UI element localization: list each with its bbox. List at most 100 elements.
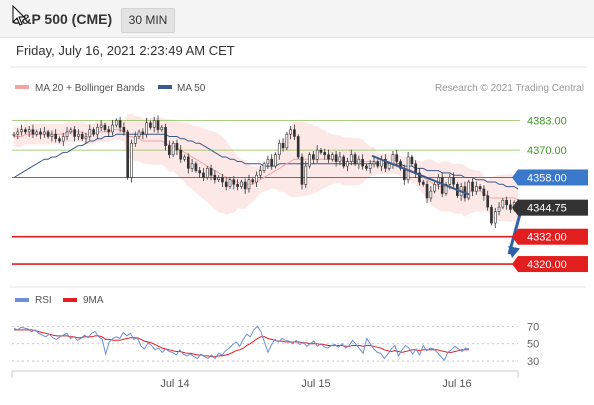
ma20-legend-swatch: [15, 85, 29, 89]
candle: [61, 132, 65, 147]
candle: [266, 155, 270, 169]
candle: [12, 131, 16, 138]
candle: [365, 163, 368, 171]
price-levels: [12, 120, 520, 265]
candle: [368, 160, 372, 174]
candle: [330, 152, 334, 162]
candle: [243, 178, 247, 194]
candle: [323, 148, 327, 160]
level-label-2: 4358.00: [527, 172, 567, 184]
candle: [194, 161, 198, 173]
candle: [353, 152, 357, 167]
candle: [421, 179, 425, 187]
level-label-tip-3: [512, 199, 518, 216]
timeframe-button[interactable]: 30 MIN: [121, 8, 175, 33]
price-labels: 4383.00 4370.00 4358.00 4344.75 4332.00 4320.…: [512, 116, 588, 273]
candle: [349, 149, 353, 166]
rsi-line: [13, 325, 470, 362]
candle: [300, 153, 304, 190]
candle: [84, 132, 88, 144]
candle: [24, 127, 27, 135]
candle: [160, 125, 164, 132]
candle: [65, 126, 69, 141]
candle: [376, 159, 380, 169]
candle: [319, 147, 323, 155]
candle: [418, 167, 421, 186]
candle: [312, 151, 315, 165]
level-label-4: 4332.00: [527, 232, 567, 244]
candle: [224, 177, 228, 191]
candle: [179, 145, 183, 163]
candle: [31, 124, 35, 138]
candle: [304, 161, 308, 188]
level-label-bg-4: [518, 228, 588, 245]
candle: [50, 130, 54, 142]
rsi-tick-label-2: 30: [527, 356, 539, 368]
level-label-3: 4344.75: [527, 203, 567, 215]
candle: [88, 124, 92, 141]
ma50-legend-label: MA 50: [177, 83, 206, 94]
candle: [395, 149, 399, 166]
candle: [410, 154, 414, 167]
candle: [20, 124, 23, 136]
candle: [168, 140, 171, 159]
price-chart: MA 20 + Bollinger Bands MA 50 Research ©…: [10, 66, 588, 273]
candle: [205, 166, 209, 180]
x-axis: Jul 14 Jul 15 Jul 16: [11, 370, 519, 390]
candle: [96, 123, 99, 140]
candle: [467, 179, 471, 201]
candle: [16, 128, 20, 140]
candle: [342, 154, 346, 169]
candle: [308, 152, 311, 169]
candle: [433, 182, 436, 194]
candle: [281, 138, 285, 152]
candle: [384, 154, 387, 172]
trendline: [371, 154, 470, 196]
candle: [334, 151, 338, 167]
copyright-text: Research © 2021 Trading Central: [435, 83, 584, 94]
candle: [277, 139, 281, 160]
chart-datetime: Friday, July 16, 2021 2:23:49 AM CET: [16, 43, 235, 58]
level-label-0: 4383.00: [527, 116, 567, 128]
candle: [103, 122, 107, 132]
candle: [486, 190, 490, 211]
candle: [209, 164, 213, 181]
rsi-lines: [13, 325, 470, 362]
candle: [213, 170, 217, 184]
x-tick-label-0: Jul 14: [160, 378, 189, 390]
level-label-1: 4370.00: [527, 145, 567, 157]
candle: [186, 153, 190, 174]
rsi-legend-label: RSI: [35, 295, 52, 306]
level-label-tip-2: [512, 169, 518, 186]
candle: [137, 129, 141, 139]
ma9-legend-swatch: [63, 298, 77, 302]
candle: [217, 175, 220, 183]
candle: [255, 171, 258, 188]
candle: [338, 151, 342, 166]
mouse-cursor-icon: [12, 5, 26, 26]
candle: [327, 149, 330, 163]
candle: [425, 180, 429, 203]
candle: [372, 156, 376, 168]
candle: [145, 117, 148, 138]
candle: [156, 115, 160, 134]
candle: [80, 131, 84, 142]
candle: [73, 125, 76, 142]
candle: [452, 172, 455, 188]
candle: [175, 139, 179, 156]
candle: [198, 166, 202, 178]
ma9-legend-label: 9MA: [83, 295, 104, 306]
bollinger-band: [14, 113, 518, 224]
candle: [471, 178, 474, 197]
candle: [240, 179, 243, 189]
candle: [114, 118, 118, 128]
candlesticks: [12, 115, 520, 229]
candle: [357, 155, 361, 169]
candle: [118, 116, 122, 133]
candle: [69, 127, 73, 135]
candle: [122, 122, 126, 136]
candle: [270, 154, 274, 170]
rsi-tick-label-0: 70: [527, 321, 539, 333]
ma20-legend-label: MA 20 + Bollinger Bands: [35, 83, 145, 94]
forecast-arrow-head: [508, 246, 520, 259]
